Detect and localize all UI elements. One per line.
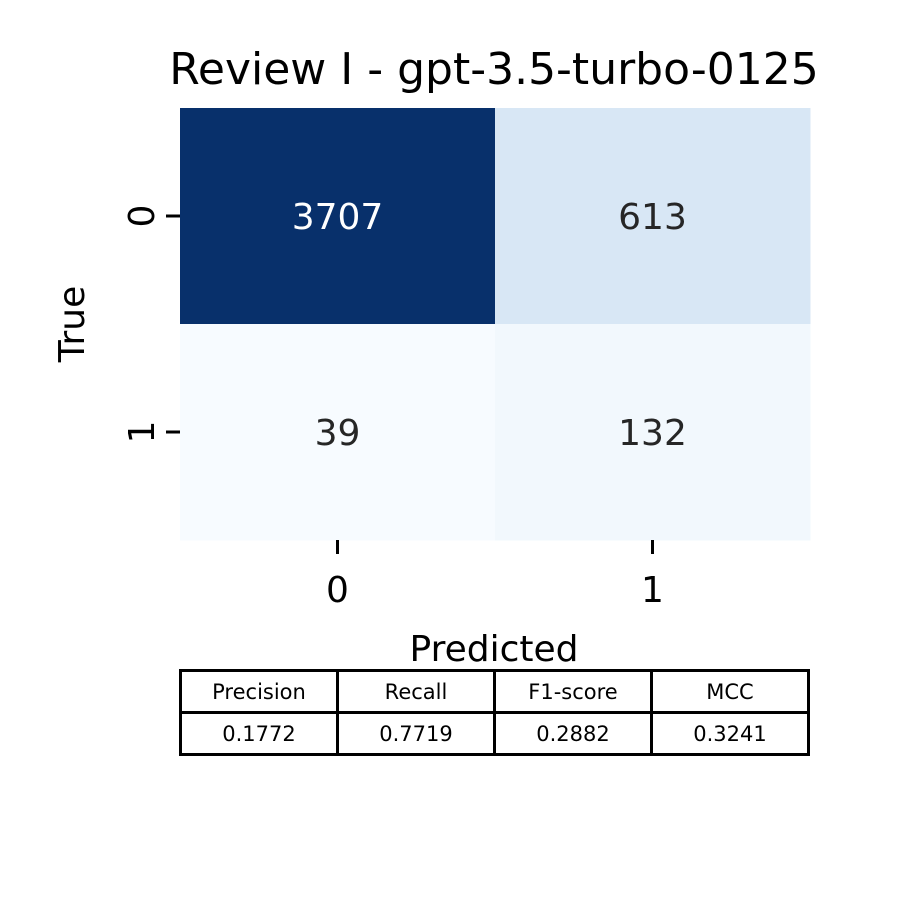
metrics-value-row: 0.1772 0.7719 0.2882 0.3241 [179,711,810,756]
y-tick-label-1: 1 [122,421,163,444]
heatmap-cell-0-1 [495,108,811,325]
metrics-value-mcc: 0.3241 [650,711,810,756]
metrics-header-mcc: MCC [650,669,810,714]
chart-title: Review I - gpt-3.5-turbo-0125 [169,44,818,95]
metrics-value-f1: 0.2882 [493,711,653,756]
metrics-header-recall: Recall [336,669,496,714]
metrics-header-precision: Precision [179,669,339,714]
y-tick-label-0: 0 [122,205,163,228]
metrics-table: Precision Recall F1-score MCC 0.1772 0.7… [179,669,810,756]
heatmap-cell-1-0 [180,324,496,541]
metrics-header-f1: F1-score [493,669,653,714]
cell-value-label-1-1: 132 [618,413,687,454]
y-axis-label: True [52,286,93,363]
x-tick-label-1: 1 [641,570,664,611]
metrics-value-recall: 0.7719 [336,711,496,756]
y-axis-ticks: 01 [122,205,180,444]
x-axis-label: Predicted [410,629,579,670]
metrics-value-precision: 0.1772 [179,711,339,756]
cell-value-label-1-0: 39 [315,413,361,454]
heatmap-cell-labels: 3707 613 39 132 [292,197,687,454]
cell-value-label-0-0: 3707 [292,197,384,238]
heatmap-cells [180,108,811,541]
x-tick-label-0: 0 [326,570,349,611]
metrics-header-row: Precision Recall F1-score MCC [179,669,810,714]
heatmap-cell-1-1 [495,324,811,541]
cell-value-label-0-1: 613 [618,197,687,238]
heatmap-cell-0-0 [180,108,496,325]
